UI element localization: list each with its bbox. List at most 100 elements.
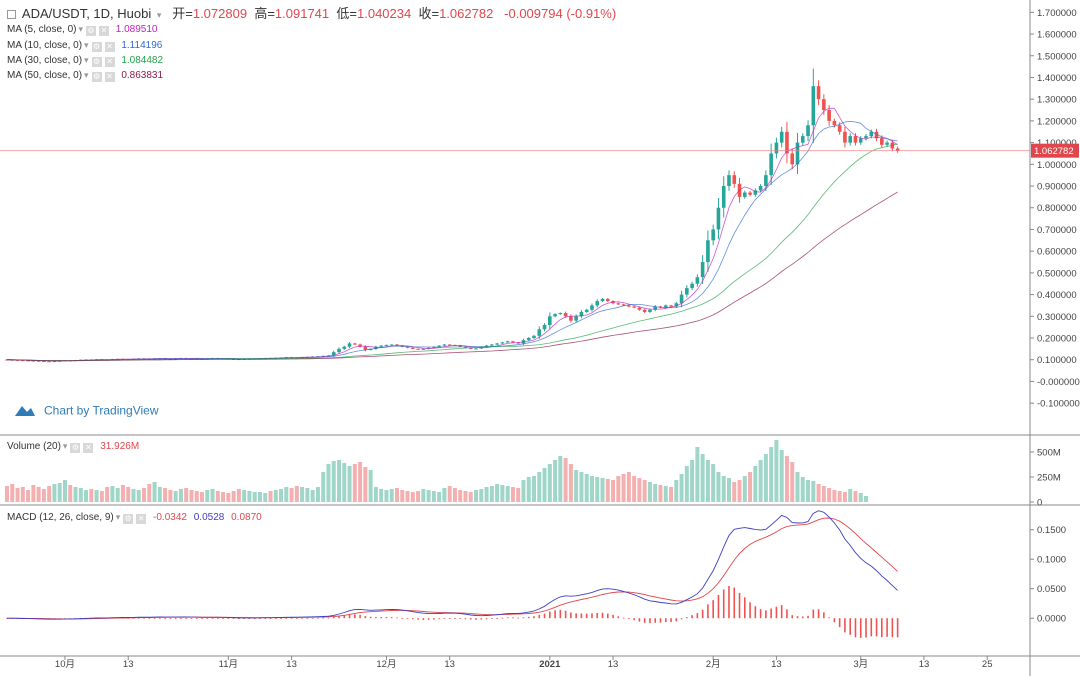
volume-bar [62,480,67,502]
volume-legend[interactable]: Volume (20) ▾ ⚙ ✕ 31.926M [7,441,139,453]
volume-bar [5,486,9,502]
macd-hist-bar [675,618,678,622]
macd-hist-bar [564,610,567,619]
close-icon[interactable]: ✕ [104,57,115,67]
macd-hist-bar [533,616,535,619]
volume-bar [110,486,115,502]
chevron-down-icon[interactable]: ▾ [84,70,89,80]
macd-hist-bar [612,614,614,619]
symbol-header: ADA/USDT, 1D, Huobi ▾ 开=1.072809 高=1.091… [7,3,616,22]
volume-bar [600,478,605,502]
chevron-down-icon[interactable]: ▾ [84,40,89,50]
close-icon[interactable]: ✕ [104,72,115,82]
macd-hist-bar [638,618,641,622]
volume-bar [20,487,25,502]
macd-hist-bar [601,612,604,619]
chevron-down-icon[interactable]: ▾ [84,55,89,65]
volume-bar [489,486,494,502]
volume-bar [268,491,273,502]
macd-signal-value: 0.0870 [231,512,262,523]
volume-bar [73,487,78,502]
macd-hist-bar [137,617,140,619]
time-tick-label: 13 [608,659,619,670]
volume-bar [700,454,705,502]
settings-icon[interactable]: ⚙ [123,514,134,524]
candle [827,110,831,121]
volume-bar [131,489,136,502]
candle [832,120,837,126]
macd-hist-bar [754,606,757,619]
candle [347,343,352,347]
ma10-value: 1.114196 [121,40,163,51]
close-icon[interactable]: ✕ [136,514,147,524]
chevron-down-icon[interactable]: ▾ [156,10,162,20]
settings-icon[interactable]: ⚙ [91,72,102,82]
volume-bar [811,481,816,502]
volume-bar [726,478,731,502]
macd-tick-label: 0.0000 [1037,614,1066,625]
volume-bar [658,485,663,502]
candle [495,343,499,345]
candles [5,68,900,363]
high-label: 高 [254,6,268,21]
macd-hist-bar [338,616,340,619]
volume-bar [379,489,384,502]
price-tick-label: -0.100000 [1037,399,1080,410]
volume-bar [684,466,689,502]
macd-hist-bar [833,618,836,623]
close-icon[interactable]: ✕ [99,26,109,36]
volume-bar [89,489,94,502]
macd-legend[interactable]: MACD (12, 26, close, 9) ▾ ⚙ ✕ -0.0342 0.052… [7,512,262,524]
close-icon[interactable]: ✕ [83,443,94,453]
macd-hist-bar [159,617,161,619]
ma30-legend[interactable]: MA (30, close, 0) ▾ ⚙ ✕ 1.084482 [7,55,163,67]
chevron-down-icon[interactable]: ▾ [78,24,83,34]
candle [711,229,715,241]
candle [632,306,636,308]
ma5-legend[interactable]: MA (5, close, 0) ▾ ⚙ ✕ 1.089510 [7,24,158,36]
volume-bar [790,462,795,502]
volume-bar [763,454,768,502]
macd-hist-bar [217,618,219,620]
settings-icon[interactable]: ⚙ [70,443,81,453]
settings-icon[interactable]: ⚙ [91,57,102,67]
settings-icon[interactable]: ⚙ [91,42,102,52]
symbol-label[interactable]: ADA/USDT, 1D, Huobi [21,6,152,21]
chevron-down-icon[interactable]: ▾ [115,512,121,522]
macd-hist-bar [480,618,483,620]
candle [600,298,605,302]
collapse-icon[interactable] [7,10,16,19]
candle [405,346,410,348]
volume-bar [800,477,805,502]
close-icon[interactable]: ✕ [104,42,115,52]
macd-hist-bar [222,618,224,620]
ma50-legend[interactable]: MA (50, close, 0) ▾ ⚙ ✕ 0.863831 [7,70,163,82]
ma10-legend[interactable]: MA (10, close, 0) ▾ ⚙ ✕ 1.114196 [7,40,162,52]
macd-hist-bar [881,618,883,638]
volume-bar [484,487,489,502]
candle [374,346,378,349]
macd-hist-bar [596,612,599,619]
candle [36,360,41,362]
volume-bar [326,464,331,502]
macd-hist-bar [606,613,609,619]
ma30-label: MA (30, close, 0) [7,55,83,66]
candle [848,136,852,143]
volume-bar [337,460,342,502]
tradingview-watermark[interactable]: Chart by TradingView [14,403,159,420]
volume-bar [194,491,199,502]
candle [574,316,578,321]
volume-bar [500,485,505,502]
volume-bar [532,476,536,502]
chevron-down-icon[interactable]: ▾ [62,441,68,451]
candle [468,347,473,349]
volume-bar [779,450,784,502]
candle [695,277,700,284]
volume-bar [447,486,452,502]
volume-bar [537,472,542,502]
volume-bar [721,476,726,502]
settings-icon[interactable]: ⚙ [86,26,96,36]
macd-hist-bar [180,618,182,619]
volume-bar [257,492,262,502]
